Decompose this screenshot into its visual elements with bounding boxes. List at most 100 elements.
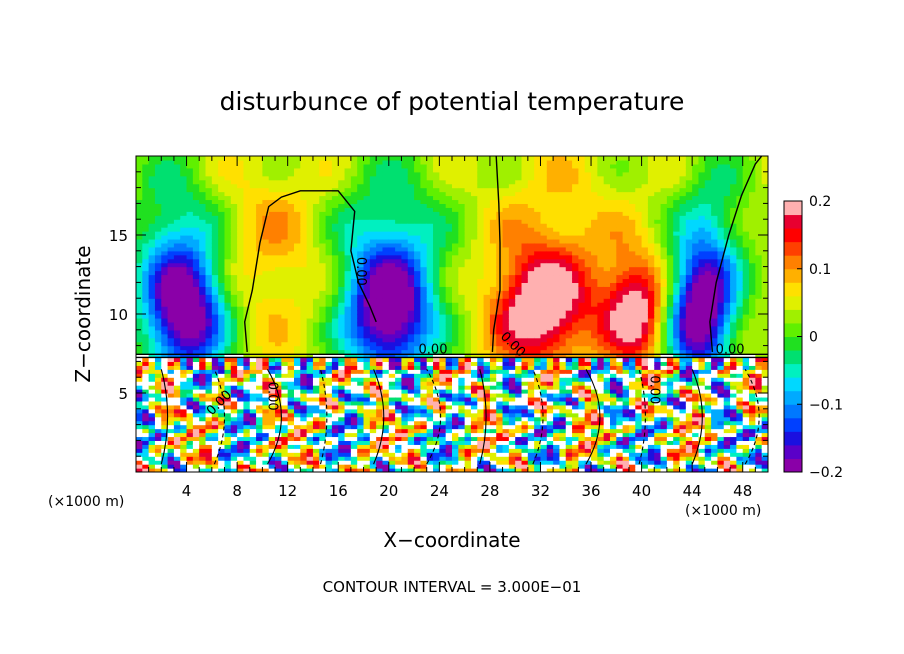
field-cell <box>521 171 529 177</box>
field-cell <box>230 250 238 256</box>
field-cell <box>230 444 238 449</box>
field-cell <box>237 286 245 291</box>
field-cell <box>445 262 453 268</box>
field-cell <box>136 440 143 445</box>
field-cell <box>180 468 188 472</box>
field-cell <box>319 349 327 355</box>
field-cell <box>148 325 156 331</box>
field-cell <box>350 329 358 335</box>
field-cell <box>281 432 289 438</box>
field-cell <box>508 227 516 232</box>
field-cell <box>382 227 390 232</box>
field-cell <box>433 404 440 410</box>
field-cell <box>173 389 181 394</box>
field-cell <box>376 250 384 256</box>
field-cell <box>338 424 346 430</box>
field-cell <box>502 381 510 386</box>
field-cell <box>243 298 251 303</box>
field-cell <box>426 377 434 382</box>
field-cell <box>502 286 510 291</box>
field-cell <box>369 223 377 228</box>
field-cell <box>369 428 377 434</box>
field-cell <box>369 385 377 390</box>
field-cell <box>508 156 516 161</box>
field-cell <box>382 333 390 339</box>
field-cell <box>192 246 200 252</box>
field-cell <box>167 306 175 311</box>
field-cell <box>186 381 194 386</box>
field-cell <box>420 238 428 244</box>
field-cell <box>470 258 478 264</box>
field-cell <box>268 428 276 434</box>
field-cell <box>401 262 409 268</box>
field-cell <box>294 369 301 374</box>
field-cell <box>470 163 478 169</box>
field-cell <box>243 278 251 283</box>
field-cell <box>161 333 169 339</box>
field-cell <box>470 254 478 260</box>
field-cell <box>148 396 156 402</box>
field-cell <box>312 266 320 272</box>
field-cell <box>382 302 390 307</box>
field-cell <box>464 211 472 216</box>
field-cell <box>224 428 232 434</box>
field-cell <box>521 302 529 307</box>
field-cell <box>426 424 434 430</box>
field-cell <box>508 314 516 319</box>
field-cell <box>483 452 491 457</box>
field-cell <box>230 317 238 323</box>
field-cell <box>350 321 358 327</box>
field-cell <box>382 258 390 264</box>
field-cell <box>363 373 371 378</box>
field-cell <box>167 207 175 212</box>
field-cell <box>243 377 251 382</box>
field-cell <box>199 436 207 441</box>
field-cell <box>237 424 245 430</box>
field-cell <box>287 298 295 303</box>
field-cell <box>344 310 352 315</box>
field-cell <box>452 317 459 323</box>
field-cell <box>249 274 257 280</box>
field-cell <box>521 286 529 291</box>
field-cell <box>281 357 289 362</box>
field-cell <box>294 191 301 197</box>
field-cell <box>319 298 327 303</box>
field-cell <box>180 223 188 228</box>
field-cell <box>243 325 251 331</box>
field-cell <box>281 369 289 374</box>
field-cell <box>180 436 188 441</box>
field-cell <box>477 258 485 264</box>
field-cell <box>218 159 226 165</box>
field-cell <box>483 246 491 252</box>
field-cell <box>464 325 472 331</box>
field-cell <box>173 404 181 410</box>
field-cell <box>458 420 466 426</box>
field-cell <box>502 183 510 189</box>
field-cell <box>369 211 377 216</box>
field-cell <box>395 207 403 212</box>
field-cell <box>407 215 415 220</box>
field-cell <box>199 452 207 457</box>
field-cell <box>275 298 282 303</box>
field-cell <box>294 337 301 343</box>
field-cell <box>414 369 421 374</box>
field-cell <box>148 428 156 434</box>
field-cell <box>344 159 352 165</box>
field-cell <box>350 246 358 252</box>
field-cell <box>363 270 371 276</box>
field-cell <box>521 262 529 268</box>
field-cell <box>173 167 181 173</box>
field-cell <box>275 369 282 374</box>
field-cell <box>205 274 213 280</box>
field-cell <box>186 337 194 343</box>
field-cell <box>312 282 320 287</box>
field-cell <box>502 250 510 256</box>
field-cell <box>281 258 289 264</box>
field-cell <box>218 381 226 386</box>
field-cell <box>167 373 175 378</box>
field-cell <box>256 460 263 465</box>
field-cell <box>275 424 282 430</box>
field-cell <box>515 321 523 327</box>
field-cell <box>256 333 263 339</box>
field-cell <box>136 167 143 173</box>
